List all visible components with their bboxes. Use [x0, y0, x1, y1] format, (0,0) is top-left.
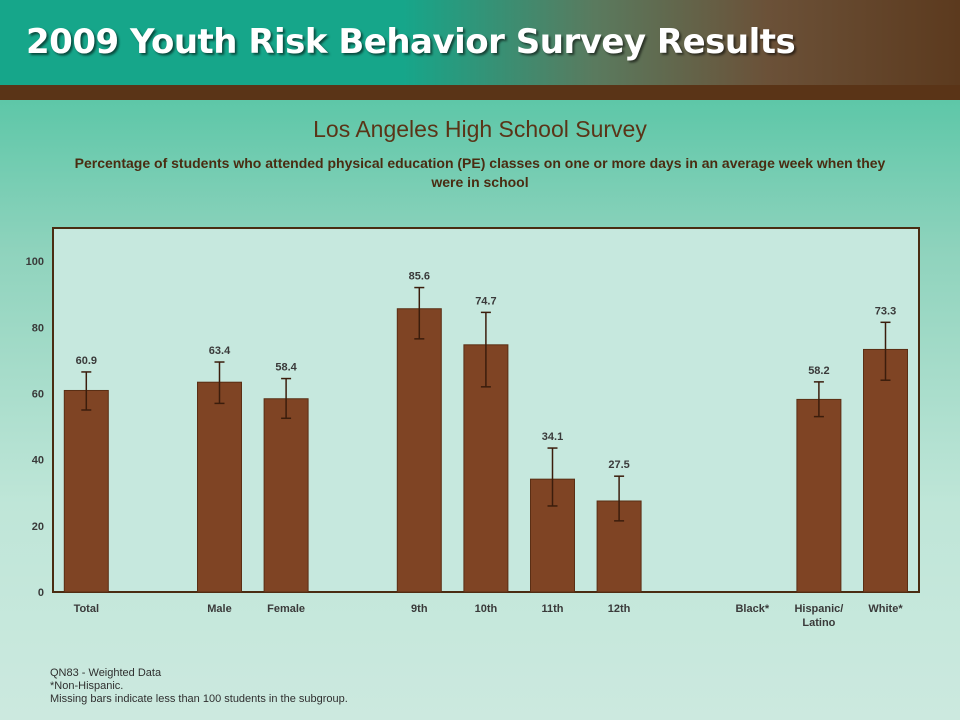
x-tick-label: Male — [207, 603, 231, 615]
data-label: 85.6 — [409, 271, 430, 283]
bar — [396, 308, 442, 593]
y-tick-label: 0 — [38, 587, 44, 599]
y-tick-label: 40 — [32, 455, 44, 467]
chart-subtitle: Percentage of students who attended phys… — [74, 155, 886, 190]
bar — [63, 389, 109, 593]
data-label: 27.5 — [608, 459, 629, 471]
footnote-missing-bars: Missing bars indicate less than 100 stud… — [50, 693, 348, 705]
footnotes: QN83 - Weighted Data *Non-Hispanic. Miss… — [50, 667, 348, 706]
y-tick-label: 100 — [26, 256, 44, 268]
x-tick-label: White* — [868, 603, 903, 615]
bar — [263, 398, 309, 593]
chart-title: Los Angeles High School Survey — [313, 116, 647, 142]
data-label: 58.4 — [275, 362, 297, 374]
x-tick-label: 9th — [411, 603, 428, 615]
x-tick-label: 12th — [608, 603, 631, 615]
banner-title: 2009 Youth Risk Behavior Survey Results — [26, 22, 796, 62]
title-banner: 2009 Youth Risk Behavior Survey Results — [0, 0, 960, 85]
bar — [863, 348, 908, 593]
x-tick-label: Hispanic/Latino — [794, 603, 843, 629]
bar — [197, 381, 242, 593]
y-tick-label: 80 — [32, 322, 44, 334]
x-tick-label: Total — [74, 603, 99, 615]
y-tick-label: 60 — [32, 388, 44, 400]
data-label: 34.1 — [542, 431, 563, 443]
x-tick-label: 10th — [475, 603, 498, 615]
y-tick-label: 20 — [32, 521, 44, 533]
data-label: 63.4 — [209, 345, 231, 357]
x-tick-label: Female — [267, 603, 305, 615]
data-label: 58.2 — [808, 365, 829, 377]
x-tick-label: 11th — [541, 603, 563, 615]
data-label: 73.3 — [875, 305, 896, 317]
data-label: 60.9 — [76, 355, 97, 367]
banner-divider — [0, 85, 960, 100]
x-tick-label: Black* — [735, 603, 769, 615]
data-label: 74.7 — [475, 295, 496, 307]
footnote-non-hispanic: *Non-Hispanic. — [50, 680, 124, 692]
footnote-weighted: QN83 - Weighted Data — [50, 667, 162, 679]
bar — [796, 398, 842, 593]
